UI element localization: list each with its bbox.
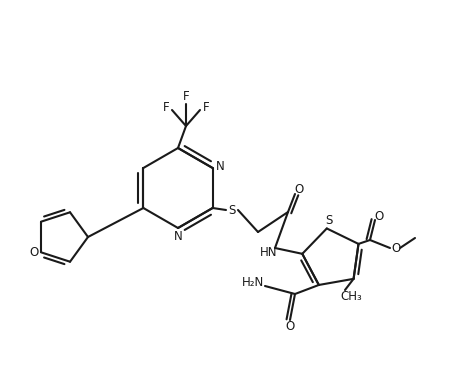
Text: N: N [174, 230, 182, 242]
Text: N: N [216, 159, 225, 172]
Text: O: O [295, 182, 304, 196]
Text: F: F [202, 100, 209, 114]
Text: CH₃: CH₃ [340, 289, 362, 303]
Text: F: F [183, 89, 189, 102]
Text: O: O [374, 210, 384, 223]
Text: S: S [325, 214, 332, 227]
Text: S: S [228, 203, 236, 217]
Text: H₂N: H₂N [242, 277, 264, 289]
Text: O: O [391, 242, 400, 254]
Text: F: F [163, 100, 169, 114]
Text: O: O [29, 246, 39, 259]
Text: O: O [285, 321, 295, 333]
Text: HN: HN [260, 247, 278, 259]
